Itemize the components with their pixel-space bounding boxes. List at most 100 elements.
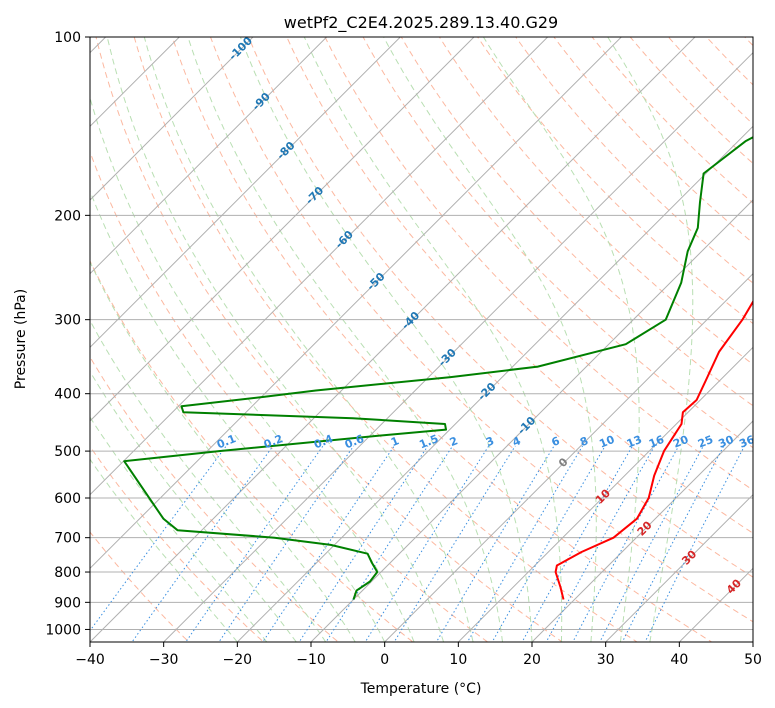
mixing-ratio-line [491,445,606,642]
mixing-ratio-label: 3 [484,434,496,449]
mixing-ratio-line [131,445,274,642]
dry-adiabat [90,150,489,642]
x-tick-label: 20 [523,652,541,668]
dry-adiabat [515,37,753,284]
mixing-ratio-line [572,445,680,642]
y-tick-label: 400 [54,387,81,403]
y-tick-label: 200 [54,208,81,224]
y-axis-ticks: 100 200 300 400 500 600 700 800 900 1000 [45,30,90,638]
isotherm [90,37,402,349]
mixing-ratio-line [599,445,704,642]
moist-adiabats [90,37,694,642]
mixing-ratio-lines [90,445,746,642]
isotherms [90,37,753,642]
mixing-ratio-label: 10 [597,433,616,451]
mixing-ratio-line [521,445,633,642]
moist-adiabat [90,370,297,642]
mixing-ratio-label: 8 [578,434,590,449]
moist-adiabat [383,37,597,642]
moist-adiabat [143,37,474,642]
y-tick-label: 800 [54,565,81,581]
isotherm [383,272,753,642]
profile-series [123,136,753,600]
isotherm [531,420,753,642]
dewpoint-line [123,136,753,600]
mixing-ratio-line [218,445,355,642]
y-tick-label: 100 [54,30,81,46]
x-tick-label: −10 [296,652,326,668]
isotherm [90,37,254,201]
mixing-ratio-line [466,445,584,642]
isotherm [457,346,753,642]
dry-adiabat [90,445,265,642]
moist-adiabat [106,37,445,642]
x-tick-label: 40 [670,652,688,668]
moist-adiabat [239,37,533,642]
temperature-line [554,299,753,600]
mixing-ratio-label: 36 [737,433,756,451]
y-tick-label: 300 [54,313,81,329]
mixing-ratio-label: 1 [389,434,401,449]
isotherm [236,125,753,642]
x-axis-ticks: −40 −30 −20 −10 0 10 20 30 40 50 [75,642,762,668]
isotherm [90,37,549,496]
isotherm [90,37,623,570]
moist-adiabat [607,37,694,642]
y-tick-label: 500 [54,444,81,460]
dry-adiabat [90,531,190,642]
moist-adiabat [90,416,268,642]
y-tick-label: 1000 [45,622,81,638]
dry-adiabat [324,37,753,491]
x-tick-label: 10 [449,652,467,668]
moist-adiabat [90,189,386,642]
isotherm [90,37,696,642]
x-tick-label: −30 [149,652,179,668]
x-axis-label: Temperature (°C) [360,681,482,697]
x-tick-label: −40 [75,652,105,668]
moist-adiabat [303,37,563,642]
dry-adiabat [362,37,753,449]
isotherm [162,51,753,642]
isotherm [604,493,753,642]
y-tick-label: 600 [54,491,81,507]
dry-adiabat [248,37,753,578]
moist-adiabat [90,260,356,642]
mixing-ratio-line [435,445,555,642]
dry-adiabat [90,259,414,642]
mixing-ratio-label: 25 [696,433,715,451]
moist-adiabat [90,458,238,642]
mixing-ratio-line [262,445,395,642]
mixing-ratio-label: 2 [448,434,460,449]
y-tick-label: 700 [54,531,81,547]
mixing-ratio-label: 30 [717,433,736,451]
isotherm [90,37,475,422]
mixing-ratio-line [393,445,516,642]
moist-adiabat [482,37,640,642]
dry-adiabat [209,37,753,623]
mixing-ratio-label: 13 [625,433,644,451]
moist-adiabat [187,37,503,642]
isobars [90,37,753,630]
y-tick-label: 900 [54,595,81,611]
y-axis-label: Pressure (hPa) [13,289,29,389]
moist-adiabat [90,319,327,642]
mixing-ratio-label: 16 [647,433,666,451]
isotherm [90,37,328,275]
plot-area: -100-90-80-70-60-50-40-30-20-10010203040… [90,37,756,642]
mixing-ratio-line [545,445,656,642]
mixing-ratio-line [364,445,490,642]
dry-adiabat [133,37,638,642]
chart-title: wetPf2_C2E4.2025.289.13.40.G29 [284,13,558,33]
mixing-ratio-label: 20 [671,433,690,451]
dry-adiabat [171,37,713,642]
plot-frame [89,36,754,643]
x-tick-label: 50 [744,652,762,668]
isotherm [90,37,181,128]
isotherm [310,199,753,642]
x-tick-label: −20 [223,652,253,668]
dry-adiabat [90,356,340,642]
dry-adiabat [95,37,564,642]
x-tick-label: 30 [597,652,615,668]
mixing-ratio-line [644,445,746,642]
